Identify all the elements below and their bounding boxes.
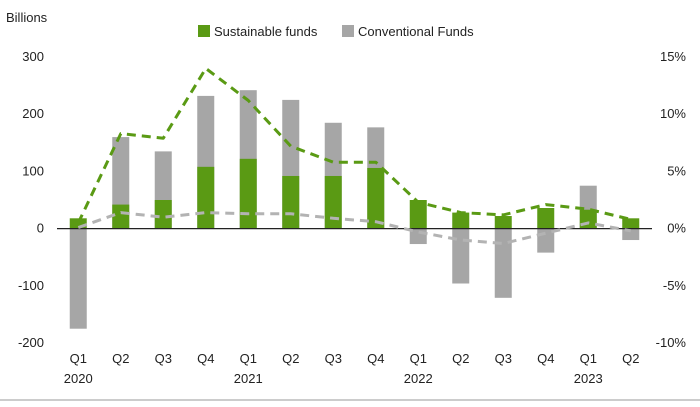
x-tick-label: Q4 <box>537 351 554 366</box>
y2-tick-label: 0% <box>667 221 686 236</box>
bar-sustainable <box>239 158 257 229</box>
bar-sustainable <box>494 216 512 229</box>
y-tick-label: 100 <box>22 163 44 178</box>
x-tick-label: Q1 <box>240 351 257 366</box>
y-tick-label: 300 <box>22 49 44 64</box>
x-year-label: 2023 <box>574 371 603 386</box>
x-tick-label: Q3 <box>325 351 342 366</box>
bar-sustainable <box>112 204 130 229</box>
y2-tick-label: -5% <box>663 278 687 293</box>
x-tick-label: Q2 <box>452 351 469 366</box>
y2-tick-label: -10% <box>656 335 687 350</box>
plot-area: -200 -100 0 100 200 300 -10% -5% 0% 5% 10% 15% Q1 Q2 Q… <box>18 49 686 386</box>
bar-sustainable <box>409 200 427 229</box>
x-tick-label: Q1 <box>70 351 87 366</box>
bar-sustainable <box>367 167 385 229</box>
x-tick-label: Q1 <box>580 351 597 366</box>
y-tick-label: -200 <box>18 335 44 350</box>
y-tick-label: -100 <box>18 278 44 293</box>
x-year-label: 2022 <box>404 371 433 386</box>
x-tick-label: Q3 <box>495 351 512 366</box>
y-tick-label: 200 <box>22 106 44 121</box>
line-sustainable-growth <box>76 66 632 224</box>
bar-sustainable <box>197 166 215 229</box>
bar-sustainable <box>324 175 342 229</box>
line-conventional-growth <box>77 211 632 245</box>
y2-tick-label: 5% <box>667 163 686 178</box>
bar-sustainable <box>69 218 87 229</box>
legend-swatch-conventional <box>342 25 354 37</box>
y2-tick-label: 15% <box>660 49 686 64</box>
x-year-label: 2021 <box>234 371 263 386</box>
y-axis-title: Billions <box>6 10 48 25</box>
bar-sustainable <box>154 200 172 229</box>
x-tick-label: Q2 <box>112 351 129 366</box>
x-year-label: 2020 <box>64 371 93 386</box>
bar-sustainable <box>282 175 300 229</box>
x-tick-label: Q1 <box>410 351 427 366</box>
bar-conventional <box>69 228 87 329</box>
bar-sustainable <box>622 218 640 229</box>
x-tick-label: Q4 <box>367 351 384 366</box>
bar-conventional <box>494 228 512 298</box>
x-tick-label: Q3 <box>155 351 172 366</box>
x-tick-label: Q4 <box>197 351 214 366</box>
bar-conventional <box>452 228 470 284</box>
x-tick-label: Q2 <box>282 351 299 366</box>
x-tick-label: Q2 <box>622 351 639 366</box>
legend-swatch-sustainable <box>198 25 210 37</box>
bar-conventional <box>622 228 640 241</box>
legend: Sustainable funds Conventional Funds <box>198 24 474 39</box>
bar-sustainable <box>452 212 470 229</box>
legend-label-sustainable: Sustainable funds <box>214 24 318 39</box>
bar-sustainable <box>537 208 555 229</box>
legend-label-conventional: Conventional Funds <box>358 24 474 39</box>
y2-tick-label: 10% <box>660 106 686 121</box>
y-tick-label: 0 <box>37 221 44 236</box>
